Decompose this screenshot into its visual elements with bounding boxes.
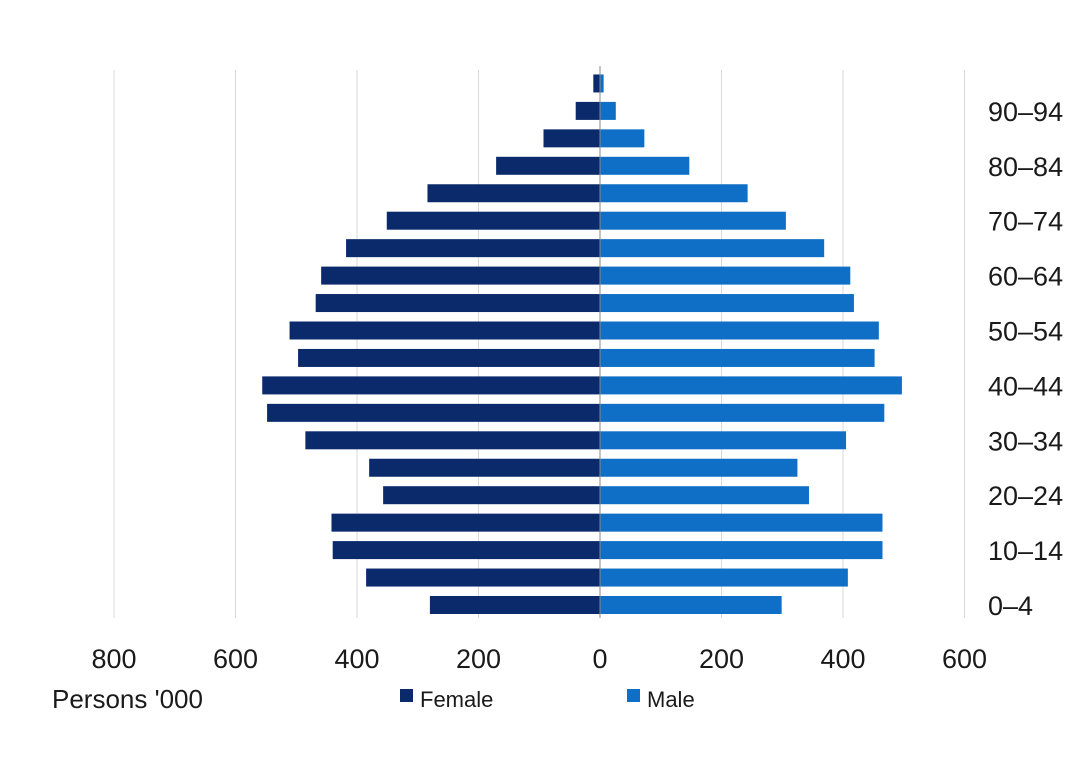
legend-male-swatch <box>627 689 640 702</box>
bar-female-70–74 <box>386 211 600 230</box>
bar-male-75–79 <box>600 184 748 203</box>
legend: Female Male <box>400 687 695 712</box>
grid-layer <box>113 70 965 618</box>
bar-female-55–59 <box>315 294 600 313</box>
x-tick-label: 600 <box>942 644 987 674</box>
legend-female-label: Female <box>420 687 493 712</box>
bar-male-90–94 <box>600 101 616 120</box>
bar-female-35–39 <box>267 403 600 422</box>
bar-layer <box>262 74 902 614</box>
legend-female-swatch <box>400 689 413 702</box>
x-tick-label: 400 <box>820 644 865 674</box>
bar-female-75–79 <box>427 184 600 203</box>
bar-female-85–89 <box>543 129 600 148</box>
bar-female-25–29 <box>369 458 600 477</box>
bar-male-50–54 <box>600 321 879 340</box>
age-group-label: 50–54 <box>988 317 1063 347</box>
bar-male-5–9 <box>600 568 848 587</box>
bar-female-30–34 <box>305 431 600 450</box>
age-group-label: 70–74 <box>988 207 1063 237</box>
x-tick-layer: 800 600 400 200 0 200 400 600 <box>91 644 987 674</box>
bar-male-15–19 <box>600 513 883 532</box>
age-group-label: 10–14 <box>988 536 1063 566</box>
age-group-label: 60–64 <box>988 262 1063 292</box>
x-tick-label: 400 <box>334 644 379 674</box>
bar-female-40–44 <box>262 376 600 395</box>
bar-female-5–9 <box>366 568 600 587</box>
bar-female-45–49 <box>298 348 600 367</box>
x-tick-label: 0 <box>592 644 607 674</box>
x-axis-title: Persons '000 <box>52 684 203 714</box>
age-group-label: 90–94 <box>988 97 1063 127</box>
bar-female-50–54 <box>289 321 600 340</box>
bar-male-45–49 <box>600 348 875 367</box>
legend-male-label: Male <box>647 687 695 712</box>
bar-female-20–24 <box>383 486 600 505</box>
x-tick-label: 200 <box>699 644 744 674</box>
bar-male-40–44 <box>600 376 902 395</box>
bar-female-15–19 <box>331 513 600 532</box>
age-group-label: 40–44 <box>988 371 1063 401</box>
bar-male-85–89 <box>600 129 645 148</box>
x-tick-label: 200 <box>456 644 501 674</box>
bar-female-60–64 <box>321 266 600 285</box>
bar-female-65–69 <box>346 239 600 258</box>
bar-male-10–14 <box>600 541 883 560</box>
bar-male-55–59 <box>600 294 854 313</box>
bar-male-80–84 <box>600 156 690 175</box>
age-group-label: 30–34 <box>988 426 1063 456</box>
bar-male-20–24 <box>600 486 809 505</box>
bar-female-10–14 <box>332 541 600 560</box>
bar-male-65–69 <box>600 239 825 258</box>
bar-female-95–99 <box>593 74 600 93</box>
x-tick-label: 600 <box>213 644 258 674</box>
x-tick-label: 800 <box>91 644 136 674</box>
bar-female-90–94 <box>575 101 600 120</box>
bar-female-0–4 <box>429 596 600 614</box>
bar-male-0–4 <box>600 596 782 614</box>
bar-male-25–29 <box>600 458 798 477</box>
age-group-label: 80–84 <box>988 152 1063 182</box>
bar-female-80–84 <box>496 156 600 175</box>
age-label-layer: 0–4 10–14 20–24 30–34 40–44 50–54 60–64 70–74 80… <box>988 97 1063 621</box>
bar-male-60–64 <box>600 266 851 285</box>
bar-male-95–99 <box>600 74 604 93</box>
age-group-label: 20–24 <box>988 481 1063 511</box>
age-group-label: 0–4 <box>988 591 1033 621</box>
bar-male-70–74 <box>600 211 786 230</box>
bar-male-30–34 <box>600 431 847 450</box>
bar-male-35–39 <box>600 403 885 422</box>
